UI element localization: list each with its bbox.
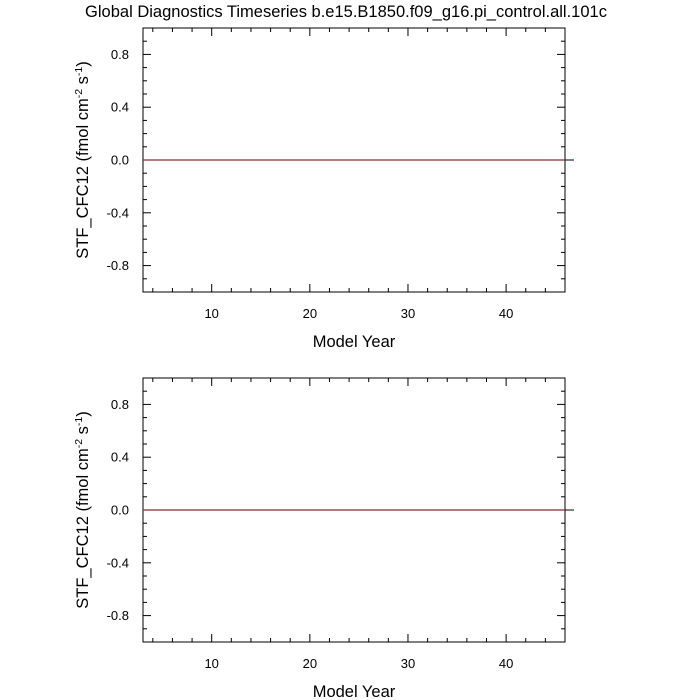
y-axis-label-exponent: -2 [73, 439, 85, 448]
x-tick-label: 40 [499, 306, 513, 321]
y-tick-label: -0.8 [107, 608, 129, 623]
x-tick-label: 20 [303, 656, 317, 671]
chart-panel-2: 10 20 30 40 0.8 0.4 0.0 -0.4 -0.8 Model Year STF_C… [73, 377, 574, 700]
y-tick-label: 0.8 [111, 397, 129, 412]
y-tick-label: -0.4 [107, 205, 129, 220]
x-axis-label: Model Year [313, 333, 396, 351]
y-axis-label-exponent: -1 [73, 67, 85, 76]
y-tick-label: 0.0 [111, 153, 129, 168]
x-tick-label: 20 [303, 306, 317, 321]
y-axis-label: STF_CFC12 (fmol cm-2 s-1) [73, 411, 92, 608]
y-axis-label-text: ) [74, 61, 92, 67]
y-tick-label: 0.4 [111, 100, 129, 115]
x-tick-label: 10 [204, 306, 218, 321]
y-axis-label-exponent: -2 [73, 89, 85, 98]
x-tick-label: 30 [401, 306, 415, 321]
y-axis-label-text: STF_CFC12 (fmol cm [74, 98, 92, 258]
figure-title: Global Diagnostics Timeseries b.e15.B185… [85, 3, 607, 21]
y-tick-label: 0.0 [111, 503, 129, 518]
y-axis-label-text: s [74, 76, 92, 89]
y-axis-label-text: STF_CFC12 (fmol cm [74, 448, 92, 608]
y-tick-label: 0.4 [111, 450, 129, 465]
x-axis-label: Model Year [313, 683, 396, 700]
x-tick-label: 10 [204, 656, 218, 671]
y-tick-label: 0.8 [111, 47, 129, 62]
x-tick-label: 30 [401, 656, 415, 671]
y-axis-label-text: ) [74, 411, 92, 417]
y-axis-label-text: s [74, 426, 92, 439]
y-tick-label: -0.8 [107, 258, 129, 273]
y-axis-label-exponent: -1 [73, 417, 85, 426]
y-axis-label: STF_CFC12 (fmol cm-2 s-1) [73, 61, 92, 258]
x-tick-label: 40 [499, 656, 513, 671]
panels: 10 20 30 40 0.8 0.4 0.0 -0.4 -0.8 Model Year STF_C… [73, 27, 574, 700]
y-tick-label: -0.4 [107, 555, 129, 570]
chart-panel-1: 10 20 30 40 0.8 0.4 0.0 -0.4 -0.8 Model Year STF_C… [73, 27, 574, 351]
